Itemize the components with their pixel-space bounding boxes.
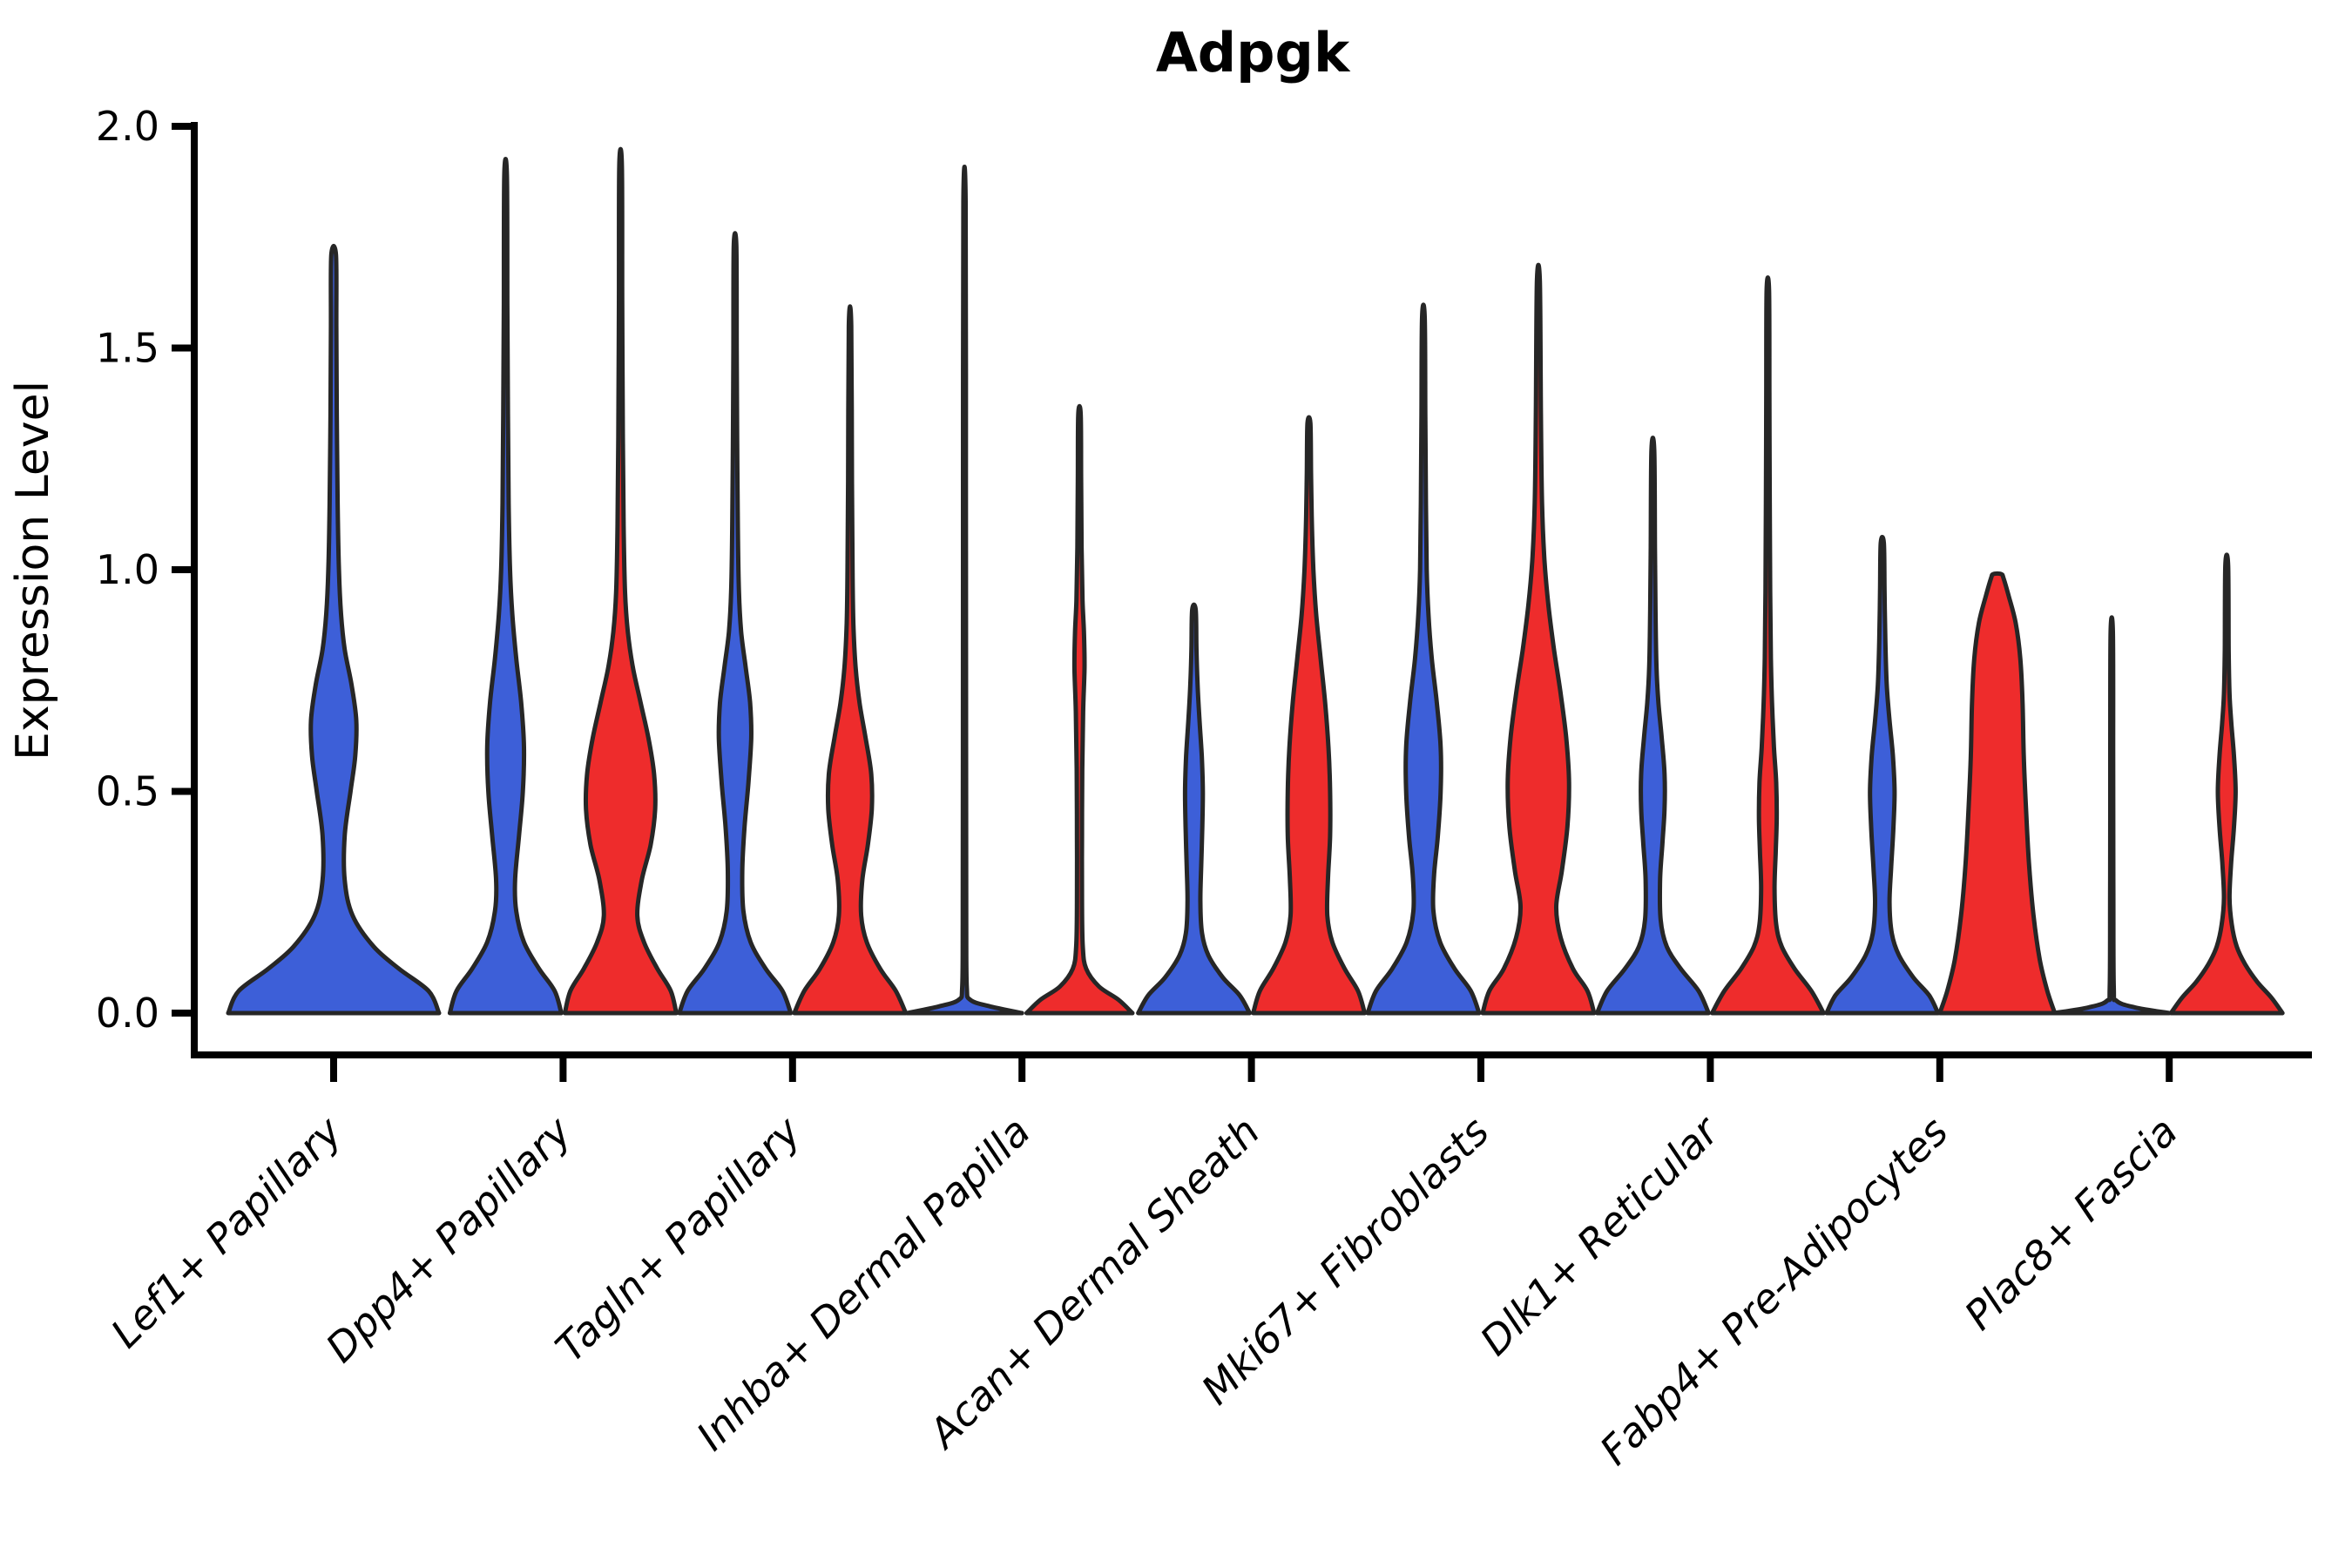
violins-layer <box>226 146 2285 1016</box>
x-tick-label-lef1-papillary: Lef1+ Papillary <box>102 1107 351 1356</box>
y-ticks: 0.0 0.5 1.0 1.5 2.0 <box>96 103 194 1037</box>
violin-red-dpp4-papillary <box>562 146 679 1016</box>
violin-red-dlk1-reticular <box>1709 275 1826 1016</box>
x-tick-label-plac8-fascia: Plac8+ Fascia <box>1956 1108 2186 1339</box>
violin-blue-inhba-dermal-papilla <box>904 165 1024 1016</box>
x-tick-label-dlk1-reticular: Dlk1+ Reticular <box>1471 1105 1730 1364</box>
violin-blue-dlk1-reticular <box>1594 436 1711 1016</box>
violin-red-tagln-papillary <box>792 304 909 1016</box>
y-tick-label: 0.0 <box>96 990 159 1037</box>
violin-blue-tagln-papillary <box>677 231 794 1016</box>
x-tick-label-dpp4-papillary: Dpp4+ Papillary <box>317 1107 581 1371</box>
violin-red-inhba-dermal-papilla <box>1024 403 1135 1016</box>
y-axis-label: Expression Level <box>7 381 59 760</box>
violin-red-mki67-fibroblasts <box>1480 262 1597 1016</box>
violin-blue-acan-dermal-sheath <box>1136 602 1253 1016</box>
violin-blue-mki67-fibroblasts <box>1365 302 1482 1016</box>
violin-blue-lef1-papillary <box>226 243 442 1016</box>
violin-red-plac8-fascia <box>2168 552 2285 1016</box>
violin-blue-dpp4-papillary <box>447 157 564 1016</box>
violin-red-fabp4-pre-adipocytes <box>1937 571 2058 1016</box>
y-tick-label: 1.5 <box>96 325 159 372</box>
y-tick-label: 2.0 <box>96 103 159 150</box>
y-tick-label: 0.5 <box>96 768 159 815</box>
violin-red-acan-dermal-sheath <box>1251 415 1368 1016</box>
chart-title: Adpgk <box>1156 21 1351 84</box>
y-tick-label: 1.0 <box>96 546 159 593</box>
violin-blue-plac8-fascia <box>2051 615 2172 1016</box>
x-tick-label-tagln-papillary: Tagln+ Papillary <box>546 1107 810 1371</box>
violin-blue-fabp4-pre-adipocytes <box>1824 534 1941 1016</box>
